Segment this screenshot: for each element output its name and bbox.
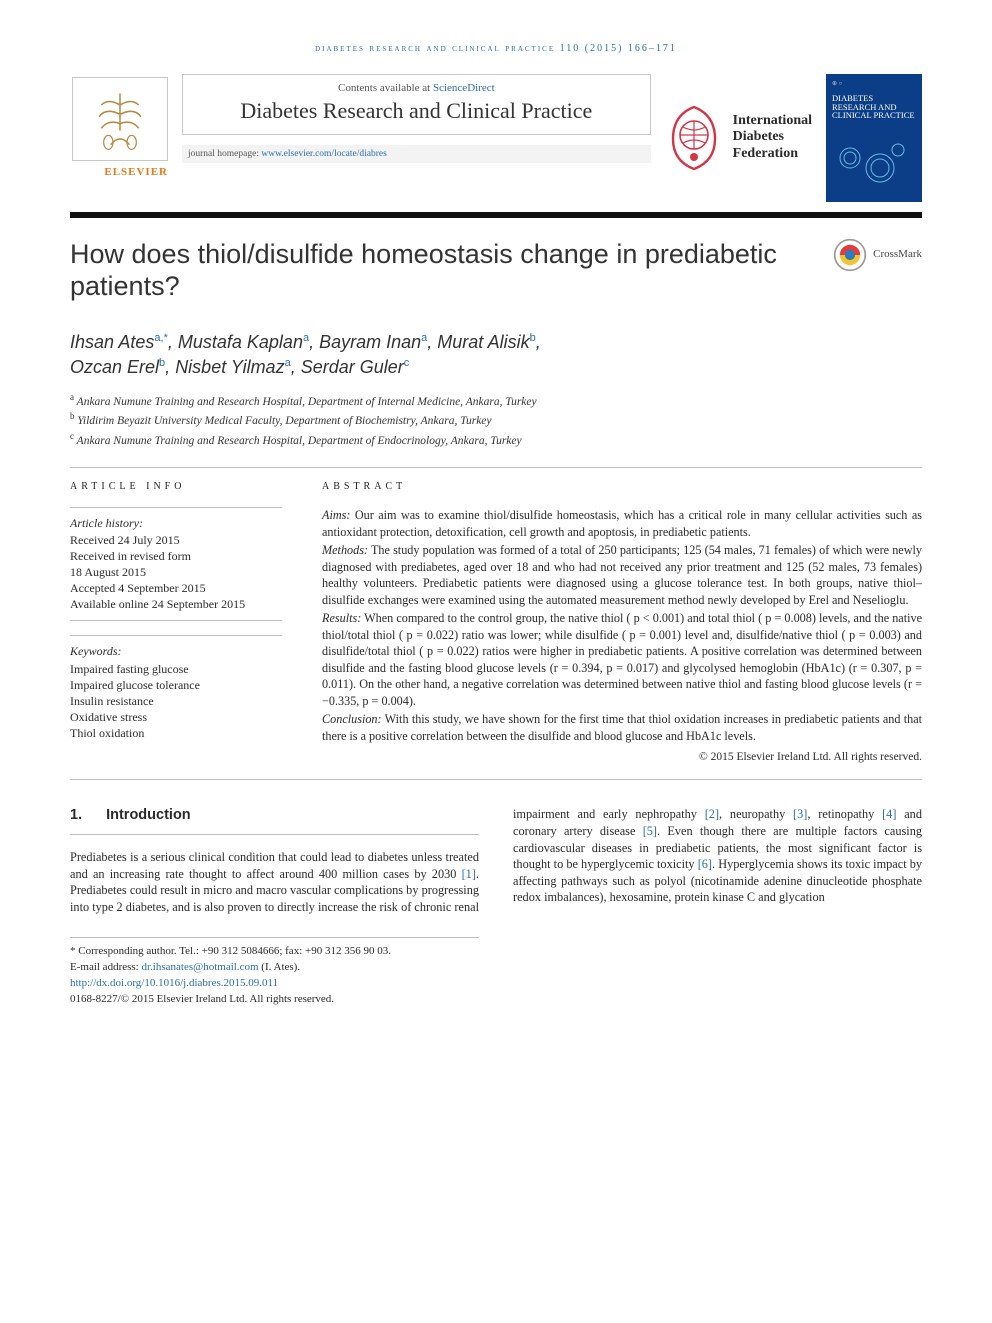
affiliation-c: Ankara Numune Training and Research Hosp… (77, 434, 522, 446)
author-5: Ozcan Erel (70, 357, 159, 377)
divider (70, 467, 922, 468)
corresponding-label: * Corresponding author. (70, 945, 179, 957)
author-7: Serdar Guler (301, 357, 404, 377)
author-3-affil: a (421, 332, 427, 344)
author-2-affil: a (303, 332, 309, 344)
section-heading: 1. Introduction (70, 806, 479, 835)
ref-link-5[interactable]: [5] (643, 824, 657, 838)
results-text: When compared to the control group, the … (322, 611, 922, 707)
journal-homepage: journal homepage: www.elsevier.com/locat… (182, 145, 651, 164)
email-link[interactable]: dr.ihsanates@hotmail.com (141, 961, 258, 973)
keyword: Thiol oxidation (70, 725, 282, 741)
aims-text: Our aim was to examine thiol/disulfide h… (322, 508, 922, 538)
conclusion-label: Conclusion: (322, 712, 382, 726)
journal-masthead: ELSEVIER Contents available at ScienceDi… (70, 74, 922, 218)
history-online: Available online 24 September 2015 (70, 596, 282, 612)
contents-available-label: Contents available at (338, 82, 433, 94)
history-accepted: Accepted 4 September 2015 (70, 580, 282, 596)
methods-label: Methods: (322, 543, 368, 557)
article-info-column: ARTICLE INFO Article history: Received 2… (70, 480, 282, 766)
ref-link-4[interactable]: [4] (882, 807, 896, 821)
aims-label: Aims: (322, 508, 350, 522)
footnotes: * Corresponding author. Tel.: +90 312 50… (70, 937, 479, 1006)
crossmark-label: CrossMark (873, 247, 922, 262)
history-revised-1: Received in revised form (70, 548, 282, 564)
sciencedirect-link[interactable]: ScienceDirect (433, 82, 495, 94)
author-2: Mustafa Kaplan (178, 332, 303, 352)
crossmark-icon (833, 238, 867, 272)
article-info-heading: ARTICLE INFO (70, 480, 282, 494)
elsevier-logo[interactable]: ELSEVIER (70, 74, 168, 184)
email-label: E-mail address: (70, 961, 141, 973)
results-label: Results: (322, 611, 361, 625)
article-title: How does thiol/disulfide homeostasis cha… (70, 238, 817, 303)
affiliation-b: Yildirim Beyazit University Medical Facu… (77, 415, 491, 427)
corresponding-star: * (164, 332, 168, 344)
history-received: Received 24 July 2015 (70, 532, 282, 548)
crossmark-badge[interactable]: CrossMark (833, 238, 922, 272)
body-text-run: Prediabetes is a serious clinical condit… (70, 850, 479, 881)
article-history: Article history: Received 24 July 2015 R… (70, 507, 282, 620)
author-7-affil: c (404, 357, 410, 369)
cover-title: DIABETES RESEARCH AND CLINICAL PRACTICE (832, 94, 916, 121)
ref-link-3[interactable]: [3] (793, 807, 807, 821)
corresponding-text: Tel.: +90 312 5084666; fax: +90 312 356 … (179, 945, 391, 957)
keyword: Impaired glucose tolerance (70, 677, 282, 693)
journal-cover-thumb: ⊕ ○ DIABETES RESEARCH AND CLINICAL PRACT… (826, 74, 922, 202)
history-revised-2: 18 August 2015 (70, 564, 282, 580)
section-number: 1. (70, 806, 82, 826)
keywords-block: Keywords: Impaired fasting glucose Impai… (70, 635, 282, 742)
author-5-affil: b (159, 357, 165, 369)
author-6: Nisbet Yilmaz (175, 357, 284, 377)
affiliation-a: Ankara Numune Training and Research Hosp… (77, 396, 537, 408)
journal-name: Diabetes Research and Clinical Practice (193, 99, 640, 123)
methods-text: The study population was formed of a tot… (322, 543, 922, 606)
keywords-label: Keywords: (70, 643, 282, 659)
idf-logo-icon (665, 99, 723, 177)
homepage-link[interactable]: www.elsevier.com/locate/diabres (261, 149, 386, 159)
keyword: Impaired fasting glucose (70, 661, 282, 677)
idf-line3: Federation (733, 146, 812, 162)
history-label: Article history: (70, 515, 282, 531)
author-1: Ihsan Ates (70, 332, 154, 352)
contents-box: Contents available at ScienceDirect Diab… (182, 74, 651, 135)
author-1-affil: a, (154, 332, 163, 344)
divider (70, 779, 922, 780)
ref-link-6[interactable]: [6] (698, 857, 712, 871)
elsevier-tree-icon (72, 77, 168, 161)
running-head: DIABETES RESEARCH AND CLINICAL PRACTICE … (70, 42, 922, 56)
abstract-column: ABSTRACT Aims: Our aim was to examine th… (322, 480, 922, 766)
idf-line2: Diabetes (733, 129, 812, 145)
author-4: Murat Alisik (437, 332, 529, 352)
body-text-run: , neuropathy (719, 807, 793, 821)
body-text: 1. Introduction Prediabetes is a serious… (70, 806, 922, 915)
keyword: Oxidative stress (70, 709, 282, 725)
idf-text: International Diabetes Federation (733, 113, 812, 161)
author-list: Ihsan Atesa,*, Mustafa Kaplana, Bayram I… (70, 330, 922, 379)
doi-link[interactable]: http://dx.doi.org/10.1016/j.diabres.2015… (70, 977, 278, 989)
author-3: Bayram Inan (319, 332, 421, 352)
body-text-run: , retinopathy (807, 807, 882, 821)
author-4-affil: b (530, 332, 536, 344)
idf-line1: International (733, 113, 812, 129)
issn-copyright: 0168-8227/© 2015 Elsevier Ireland Ltd. A… (70, 992, 479, 1007)
ref-link-2[interactable]: [2] (705, 807, 719, 821)
conclusion-text: With this study, we have shown for the f… (322, 712, 922, 742)
homepage-label: journal homepage: (188, 149, 261, 159)
email-who: (I. Ates). (259, 961, 301, 973)
author-6-affil: a (285, 357, 291, 369)
abstract-copyright: © 2015 Elsevier Ireland Ltd. All rights … (322, 750, 922, 766)
idf-block: International Diabetes Federation (665, 74, 812, 202)
abstract-heading: ABSTRACT (322, 480, 922, 494)
elsevier-wordmark: ELSEVIER (104, 165, 168, 180)
affiliations: a Ankara Numune Training and Research Ho… (70, 391, 922, 449)
section-title: Introduction (106, 806, 191, 826)
ref-link-1[interactable]: [1] (462, 867, 476, 881)
keyword: Insulin resistance (70, 693, 282, 709)
